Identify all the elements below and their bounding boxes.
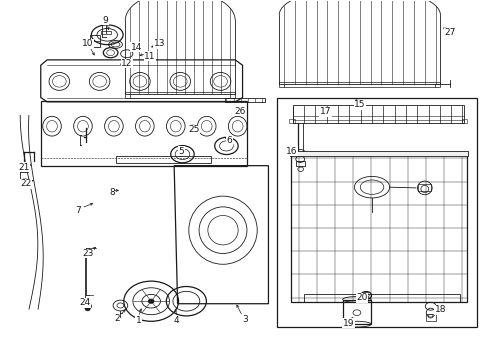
- Bar: [304, 294, 460, 302]
- Text: 1: 1: [136, 316, 141, 325]
- Bar: [293, 105, 464, 123]
- Text: 15: 15: [354, 100, 366, 109]
- Text: 22: 22: [21, 179, 32, 188]
- Bar: [343, 300, 371, 324]
- Text: 20: 20: [357, 293, 368, 302]
- Text: 5: 5: [179, 147, 184, 156]
- Ellipse shape: [85, 307, 90, 311]
- Text: 14: 14: [131, 43, 142, 52]
- Bar: [125, 92, 235, 98]
- Bar: [225, 98, 265, 102]
- Text: 19: 19: [343, 319, 354, 328]
- Text: 18: 18: [435, 305, 446, 314]
- Text: 27: 27: [444, 28, 456, 37]
- Text: 2: 2: [114, 314, 120, 323]
- Text: 25: 25: [188, 125, 199, 134]
- Text: 10: 10: [82, 39, 94, 48]
- Bar: [296, 161, 305, 166]
- Ellipse shape: [148, 299, 154, 303]
- Text: 12: 12: [121, 59, 132, 68]
- Text: 26: 26: [234, 107, 246, 116]
- Bar: [418, 184, 431, 192]
- Text: 9: 9: [103, 16, 109, 25]
- Text: 16: 16: [286, 147, 297, 156]
- Text: 23: 23: [82, 249, 94, 258]
- Bar: [426, 314, 436, 320]
- Bar: [21, 179, 30, 184]
- Bar: [289, 119, 295, 123]
- Bar: [277, 98, 477, 327]
- Text: 11: 11: [144, 52, 155, 61]
- Text: 8: 8: [109, 188, 115, 197]
- Bar: [116, 156, 211, 163]
- Text: 17: 17: [320, 107, 331, 116]
- Text: 21: 21: [19, 163, 30, 172]
- Bar: [101, 31, 111, 34]
- Text: 7: 7: [75, 206, 81, 215]
- Text: 3: 3: [242, 315, 248, 324]
- Text: 24: 24: [79, 298, 90, 307]
- Bar: [90, 35, 100, 47]
- Text: 6: 6: [226, 136, 232, 145]
- Text: 4: 4: [174, 316, 179, 325]
- Bar: [463, 119, 467, 123]
- Text: 13: 13: [154, 39, 165, 48]
- Bar: [291, 151, 468, 156]
- Bar: [279, 82, 441, 87]
